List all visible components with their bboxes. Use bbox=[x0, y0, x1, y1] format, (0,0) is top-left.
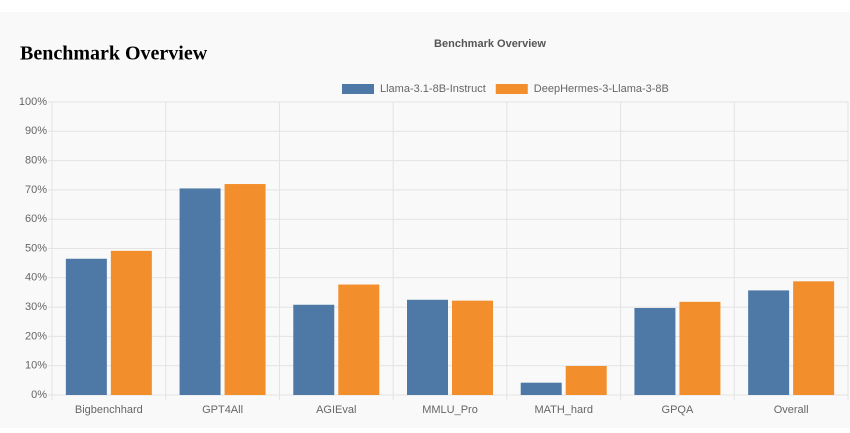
x-tick-label: GPT4All bbox=[202, 404, 243, 416]
x-tick-label: AGIEval bbox=[316, 404, 356, 416]
y-tick-label: 90% bbox=[25, 125, 47, 137]
bar bbox=[110, 250, 152, 395]
bar bbox=[452, 300, 493, 395]
y-tick-label: 100% bbox=[19, 96, 47, 108]
bar bbox=[179, 188, 221, 395]
y-tick-label: 20% bbox=[25, 330, 47, 342]
x-tick-label: GPQA bbox=[662, 404, 694, 416]
bar bbox=[338, 284, 380, 395]
legend-swatch bbox=[495, 84, 528, 94]
x-tick-label: MMLU_Pro bbox=[422, 404, 478, 416]
legend-label: Llama-3.1-8B-Instruct bbox=[380, 83, 486, 95]
y-tick-label: 10% bbox=[25, 360, 47, 372]
bar bbox=[634, 307, 676, 395]
bar bbox=[224, 184, 266, 395]
y-tick-label: 30% bbox=[25, 301, 47, 313]
y-tick-label: 70% bbox=[25, 184, 47, 196]
legend-label: DeepHermes-3-Llama-3-8B bbox=[534, 83, 669, 95]
x-tick-label: Bigbenchhard bbox=[75, 404, 143, 416]
y-tick-label: 50% bbox=[25, 242, 47, 254]
y-tick-label: 60% bbox=[25, 213, 47, 225]
x-tick-label: MATH_hard bbox=[534, 404, 592, 416]
bar bbox=[793, 281, 835, 395]
y-tick-label: 80% bbox=[25, 155, 47, 167]
bar bbox=[293, 304, 335, 395]
y-tick-label: 40% bbox=[25, 272, 47, 284]
bar bbox=[679, 301, 721, 395]
bar bbox=[407, 299, 448, 395]
y-tick-label: 0% bbox=[31, 389, 47, 401]
chart-title: Benchmark Overview bbox=[434, 38, 546, 50]
legend-swatch bbox=[342, 84, 374, 94]
bar bbox=[65, 258, 107, 395]
bar bbox=[748, 290, 790, 395]
bar bbox=[565, 365, 607, 395]
bar bbox=[520, 382, 562, 395]
page-heading: Benchmark Overview bbox=[20, 43, 208, 65]
x-tick-label: Overall bbox=[774, 404, 809, 416]
